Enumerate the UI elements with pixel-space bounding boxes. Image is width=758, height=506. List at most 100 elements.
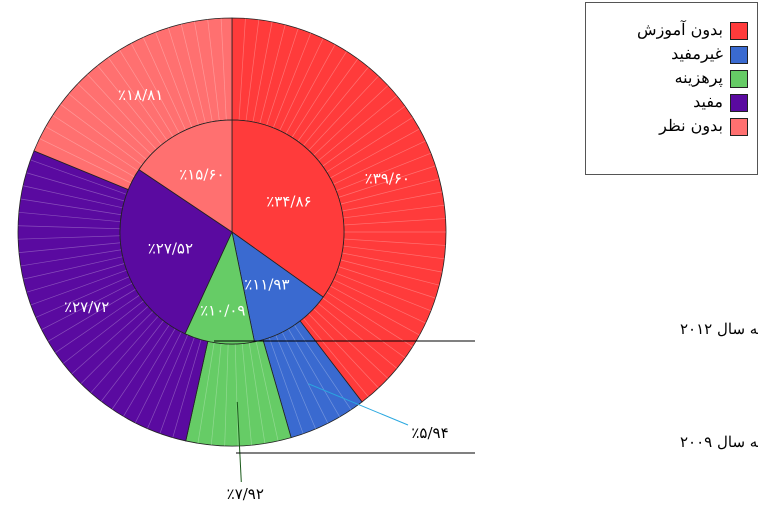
slice-facet xyxy=(210,343,222,446)
slice-facet xyxy=(52,114,139,172)
inner-ring xyxy=(119,119,345,345)
slice-facet xyxy=(329,285,420,336)
slice-facet xyxy=(23,256,123,280)
outer-ring xyxy=(17,17,447,447)
slice-facet xyxy=(252,21,273,123)
slice-facet xyxy=(107,57,168,141)
inner-slice xyxy=(138,119,233,233)
slice-facet xyxy=(30,269,127,306)
slice-facet xyxy=(303,66,369,146)
slice-facet xyxy=(22,185,123,209)
slice-facet xyxy=(207,19,220,121)
slice-facet xyxy=(322,105,406,167)
slice-facet xyxy=(77,83,152,155)
slice-facet xyxy=(18,235,121,240)
slice-facet xyxy=(134,331,182,424)
data-label: ٪۱۸/۸۱ xyxy=(118,86,163,104)
slice-facet xyxy=(343,245,445,260)
slice-facet xyxy=(80,311,154,384)
data-label: ٪۳۴/۸۶ xyxy=(266,193,311,211)
slice-facet xyxy=(142,37,186,131)
slice-facet xyxy=(18,225,121,230)
data-label: ٪۲۷/۷۲ xyxy=(64,298,109,316)
slice-facet xyxy=(47,288,136,342)
slice-facet xyxy=(294,324,352,410)
slice-facet xyxy=(343,218,446,226)
data-label: ٪۱۵/۶۰ xyxy=(179,166,224,184)
slice-facet xyxy=(55,294,140,353)
slice-facet xyxy=(341,191,443,212)
legend-label: بدون آموزش xyxy=(637,20,723,39)
slice-facet xyxy=(341,252,443,273)
leader-line xyxy=(308,383,409,426)
ring-name-label: گروه مربوط به سال ۲۰۰۹ xyxy=(680,433,758,451)
slice-facet xyxy=(281,331,329,424)
slice-facet xyxy=(20,198,122,216)
slice-facet xyxy=(338,165,436,198)
slice-facet xyxy=(234,343,239,446)
leader-lines xyxy=(236,383,409,483)
legend-item-no-opinion: بدون نظر xyxy=(586,115,757,139)
slice-facet xyxy=(336,272,432,312)
slice-facet xyxy=(26,172,125,202)
slice-facet xyxy=(18,242,121,253)
slice-facet xyxy=(45,126,135,178)
slice-facet xyxy=(322,297,406,359)
leader-line xyxy=(236,401,242,483)
slice-facet xyxy=(111,324,170,410)
slice-facet xyxy=(26,263,125,293)
slice-facet xyxy=(333,140,426,185)
data-label: ٪۱۰/۰۹ xyxy=(200,301,245,319)
slice-facet xyxy=(318,95,398,161)
slice-facet xyxy=(343,204,445,219)
slice-facet xyxy=(313,85,389,156)
slice-facet xyxy=(71,305,149,375)
ring-name-label: گروه مربوط به سال ۲۰۱۲ xyxy=(680,320,758,338)
slice-facet xyxy=(167,27,199,126)
inner-slice xyxy=(184,230,255,345)
slice-facet xyxy=(333,279,426,324)
legend-item-useful: مفید xyxy=(586,91,757,115)
slice-facet xyxy=(285,44,336,135)
legend-label: غیرمفید xyxy=(671,44,723,63)
legend-swatch xyxy=(730,70,748,88)
data-label: ٪۲۷/۵۲ xyxy=(148,239,193,257)
slice-facet xyxy=(308,75,379,151)
slice-facet xyxy=(340,178,440,205)
slice-facet xyxy=(100,320,164,402)
slice-facet xyxy=(20,249,122,267)
slice-facet xyxy=(68,93,147,160)
slice-facet xyxy=(123,328,176,417)
slice-facet xyxy=(279,38,324,131)
slice-facet xyxy=(238,18,246,121)
legend-item-no-training: بدون آموزش xyxy=(586,19,757,43)
slice-facet xyxy=(248,342,266,444)
slice-facet xyxy=(255,341,279,442)
legend-swatch xyxy=(730,46,748,64)
slice-facet xyxy=(297,58,359,142)
data-label: ٪۳۹/۶۰ xyxy=(365,169,410,187)
slice-facet xyxy=(87,74,157,150)
slice-facet xyxy=(41,282,133,330)
slice-facet xyxy=(313,308,389,379)
data-label: ٪۱۱/۹۳ xyxy=(244,276,289,294)
slice-facet xyxy=(224,343,229,446)
legend-label: مفید xyxy=(693,92,723,111)
legend-item-costly: پرهزینه xyxy=(586,67,757,91)
slice-facet xyxy=(268,337,304,434)
inner-slice xyxy=(231,119,345,298)
slice-facet xyxy=(90,315,159,394)
slice-facet xyxy=(340,259,440,286)
ring-name-labels: گروه مربوط به سال ۲۰۱۲ گروه مربوط به سال … xyxy=(214,320,758,454)
slice-facet xyxy=(288,328,341,418)
legend-item-not-useful: غیرمفید xyxy=(586,43,757,67)
legend-swatch xyxy=(730,94,748,112)
slice-facet xyxy=(172,339,202,438)
legend-label: پرهزینه xyxy=(674,68,723,87)
slice-facet xyxy=(180,24,206,124)
slice-facet xyxy=(159,337,195,434)
slice-facet xyxy=(272,32,312,128)
slice-facet xyxy=(30,159,127,195)
slice-facet xyxy=(308,313,379,389)
